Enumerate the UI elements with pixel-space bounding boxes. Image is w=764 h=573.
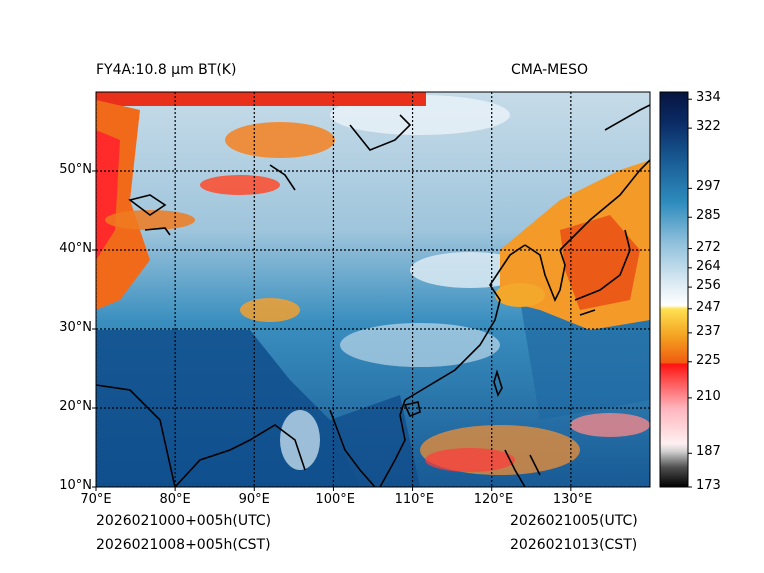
- coastline-taiwan: [493, 369, 503, 398]
- footer-left-cst: 2026021008+005h(CST): [96, 537, 271, 553]
- coastline-russia-east: [559, 104, 650, 251]
- lake-balkhash: [144, 227, 171, 236]
- cloud-central-asia: [105, 210, 195, 230]
- lat-tick-label: 30°N: [59, 320, 92, 335]
- colorbar-tick-label: 256: [696, 278, 721, 294]
- colorbar: [659, 91, 692, 488]
- lake-baikal: [269, 164, 296, 191]
- colorbar-tick-label: 173: [696, 478, 721, 493]
- cloud-south-china-sea-red: [425, 448, 515, 472]
- coastline-hainan: [403, 401, 421, 418]
- map-title-right: CMA-MESO: [511, 62, 589, 78]
- coastlines: [96, 104, 650, 487]
- lon-tick-label: 130°E: [552, 492, 593, 507]
- colorbar-tick-label: 237: [696, 323, 721, 339]
- coastline-philippines: [504, 449, 541, 487]
- coastline-japan: [574, 229, 631, 316]
- lon-tick-label: 110°E: [394, 492, 435, 507]
- colorbar-tick-label: 264: [696, 258, 721, 274]
- cloud-top-band: [96, 92, 426, 106]
- pale-patch-china: [340, 323, 500, 367]
- lat-tick-label: 40°N: [59, 241, 92, 256]
- footer-right-cst: 2026021013(CST): [510, 537, 638, 553]
- colorbar-tick-label: 272: [696, 239, 721, 255]
- cloud-philippine-sea: [570, 413, 650, 437]
- map-panel: [96, 92, 650, 487]
- coastline-korea: [524, 244, 566, 302]
- lon-tick-label: 120°E: [473, 492, 514, 507]
- colorbar-tick-label: 285: [696, 208, 721, 224]
- colorbar-tick-label: 322: [696, 119, 721, 135]
- cloud-siberia-2: [200, 175, 280, 195]
- lon-tick-label: 90°E: [238, 492, 270, 507]
- footer-right-utc: 2026021005(UTC): [510, 513, 638, 529]
- map-title-left: FY4A:10.8 µm BT(K): [96, 62, 237, 78]
- coastline-china: [404, 244, 526, 401]
- coastline-indochina: [329, 399, 406, 487]
- lat-tick-label: 20°N: [59, 399, 92, 414]
- cloud-bay-of-bengal: [280, 410, 320, 470]
- lon-tick-label: 80°E: [159, 492, 191, 507]
- map-frame: [95, 91, 651, 488]
- coastline-okhotsk: [349, 114, 412, 151]
- warm-region-indochina: [330, 395, 420, 487]
- lon-tick-label: 100°E: [315, 492, 355, 507]
- cloud-west-inner: [96, 130, 120, 260]
- colorbar-tick-label: 334: [696, 90, 721, 106]
- gridlines: [96, 92, 650, 487]
- colorbar-frame: [659, 91, 689, 488]
- colorbar-gradient: [660, 92, 688, 487]
- colorbar-tick-label: 187: [696, 444, 721, 460]
- colorbar-tick-label: 247: [696, 299, 721, 315]
- colorbar-tick-label: 297: [696, 179, 721, 195]
- lat-tick-label: 50°N: [59, 162, 92, 177]
- colorbar-tick-label: 210: [696, 388, 721, 404]
- colorbar-tick-label: 225: [696, 352, 721, 368]
- lon-tick-label: 70°E: [80, 492, 112, 507]
- cloud-tibet: [240, 298, 300, 322]
- cloud-northeast-core: [560, 215, 640, 310]
- lake-caspian: [128, 194, 167, 216]
- coastline-india: [96, 384, 306, 487]
- footer-left-utc: 2026021000+005h(UTC): [96, 513, 272, 529]
- lat-tick-label: 10°N: [59, 478, 92, 493]
- cloud-yellow-sea: [495, 283, 545, 307]
- cloud-siberia-1: [225, 122, 335, 158]
